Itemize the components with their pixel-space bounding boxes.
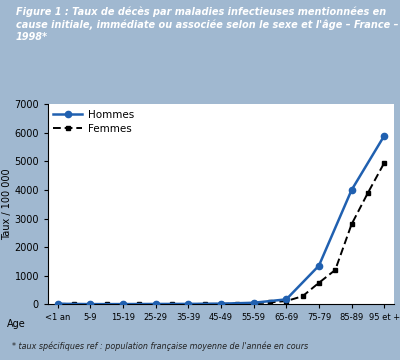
Y-axis label: Taux / 100 000: Taux / 100 000	[2, 168, 12, 240]
Text: * taux spécifiques ref : population française moyenne de l'année en cours: * taux spécifiques ref : population fran…	[12, 342, 308, 351]
Text: Figure 1 : Taux de décès par maladies infectieuses mentionnées en
cause initiale: Figure 1 : Taux de décès par maladies in…	[16, 6, 398, 42]
Text: Age: Age	[7, 319, 26, 329]
Legend: Hommes, Femmes: Hommes, Femmes	[53, 109, 134, 134]
